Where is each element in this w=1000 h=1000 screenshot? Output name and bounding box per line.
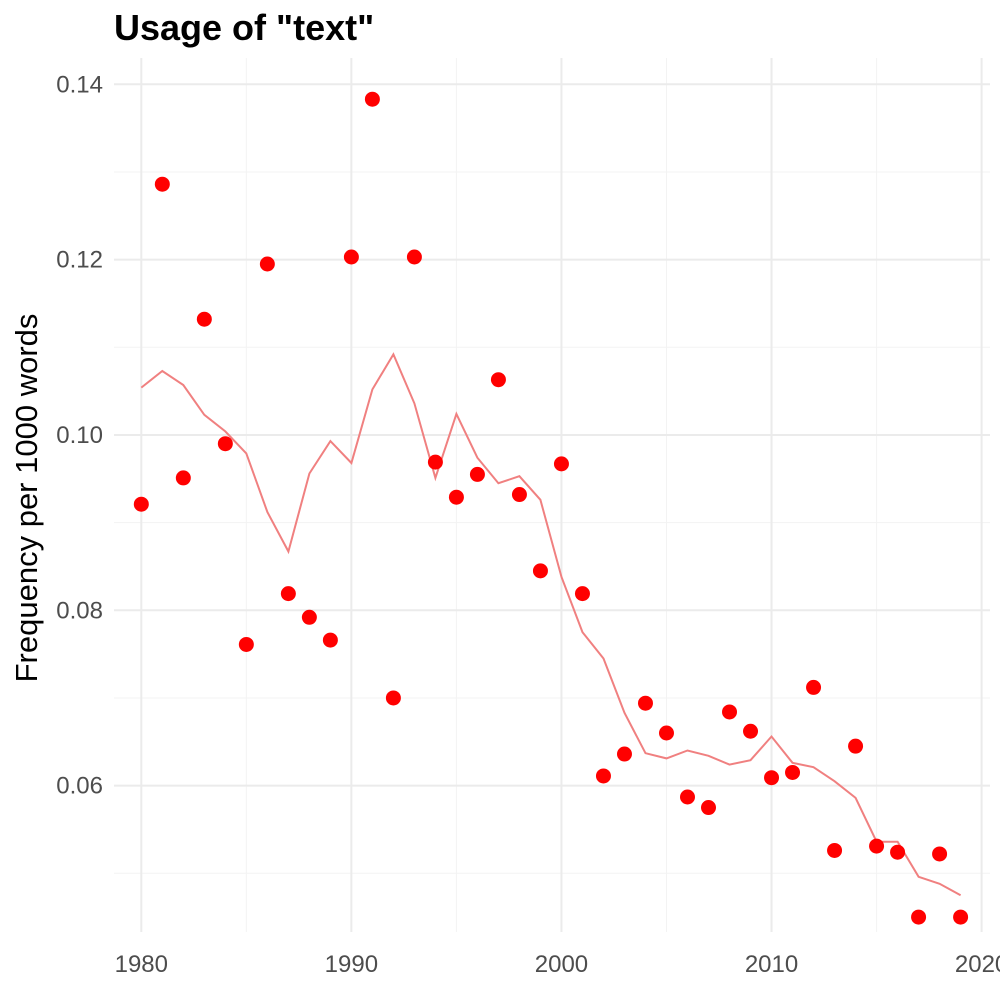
data-point [679,789,695,805]
data-point [953,909,969,925]
data-point [469,466,485,482]
data-point [574,586,590,602]
data-point [343,249,359,265]
data-point [785,764,801,780]
data-point [406,249,422,265]
data-point [427,454,443,470]
data-point [133,496,149,512]
minor-gridlines [114,58,990,932]
y-tick-label: 0.08 [56,597,103,624]
data-point [722,704,738,720]
data-point [595,768,611,784]
data-point [364,91,380,107]
data-point [911,909,927,925]
data-point [448,489,464,505]
y-tick-label: 0.10 [56,422,103,449]
data-point [827,842,843,858]
data-point [154,176,170,192]
data-point [196,311,212,327]
data-point [280,586,296,602]
data-point [848,738,864,754]
data-point [869,838,885,854]
major-gridlines [114,58,990,932]
trend-line-layer [140,352,962,897]
data-point [806,679,822,695]
data-point [175,470,191,486]
trend-line [140,352,962,897]
data-point [532,563,548,579]
data-point [301,609,317,625]
x-tick-label: 2010 [745,951,798,978]
data-point [890,844,906,860]
data-point [385,690,401,706]
x-tick-label: 2000 [535,951,588,978]
y-tick-label: 0.12 [56,247,103,274]
data-point [490,372,506,388]
data-points-layer [133,91,969,925]
data-point [511,487,527,503]
x-tick-label: 1990 [325,951,378,978]
data-point [259,256,275,272]
data-point [553,456,569,472]
x-tick-label: 1980 [115,951,168,978]
y-tick-label: 0.06 [56,773,103,800]
y-axis-label: Frequency per 1000 words [9,314,44,683]
data-point [616,746,632,762]
data-point [637,695,653,711]
data-point [932,846,948,862]
chart-title: Usage of "text" [114,7,374,48]
data-point [701,800,717,816]
data-point [658,725,674,741]
y-tick-label: 0.14 [56,71,103,98]
data-point [238,636,254,652]
data-point [743,723,759,739]
data-point [764,770,780,786]
data-point [217,436,233,452]
data-point [322,632,338,648]
